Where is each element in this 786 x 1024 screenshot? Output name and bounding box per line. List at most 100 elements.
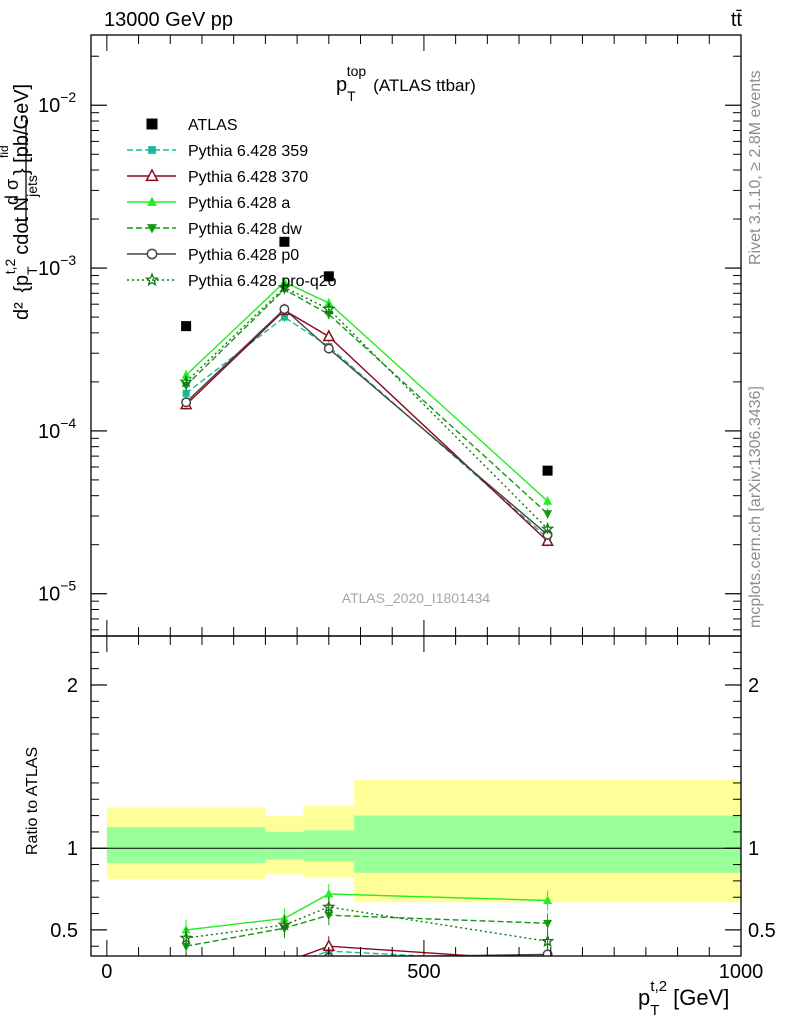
header-left: 13000 GeV pp [104,9,233,31]
ratio-point-pythia-6-428-370 [284,955,285,956]
main-y-tick-exp: −2 [60,89,76,105]
ratio-bands [91,779,741,903]
mcplots-label: mcplots.cern.ch [arXiv:1306.3436] [747,386,764,628]
legend-marker-pythia-6-428-370 [145,168,159,182]
ratio-line-pythia-6-428-359 [311,950,437,956]
legend-label-pythia-6-428-pro-q2o: Pythia 6.428 pro-q2o [188,273,337,290]
main-point-pythia-6-428-pro-q2o [277,280,292,294]
ratio-point-pythia-6-428-p0 [182,958,191,967]
legend-marker-pythia-6-428-pro-q2o [144,272,160,287]
xlabel-p: p [638,985,650,1010]
main-y-tick-label: 10−2 [38,89,76,117]
ratio-point-pythia-6-428-359 [544,959,551,966]
title-rest: (ATLAS ttbar) [373,76,476,95]
main-point-pythia-6-428-p0 [323,343,334,354]
main-point-pythia-6-428-p0 [279,304,290,315]
title-sup: top [347,63,367,79]
legend-label-pythia-6-428-p0: Pythia 6.428 p0 [188,247,299,264]
main-point-pythia-6-428-pro-q2o [179,374,193,388]
ratio-point-pythia-6-428-pro-q2o [540,934,555,948]
ratio-point-pythia-6-428-a [543,895,553,904]
legend: ATLAS Pythia 6.428 359 Pythia 6.428 370 Pyt… [127,117,337,290]
ratio-point-pythia-6-428-a [324,888,334,898]
main-point-atlas [181,321,192,332]
main-point-pythia-6-428-a [543,496,553,505]
main-y-tick-label: 10−3 [38,252,76,280]
main-line-pythia-6-428-a [185,281,549,502]
ylabel-open: {p [11,275,33,293]
main-point-pythia-6-428-a [181,370,191,379]
analysis-watermark: ATLAS_2020_I1801434 [342,590,491,606]
ylabel-d: d² [11,302,33,320]
main-y-tick-base: 10 [38,258,60,280]
ratio-point-pythia-6-428-359 [281,962,288,969]
legend-marker-pythia-6-428-dw [147,224,157,234]
main-point-atlas [542,465,553,476]
main-line-pythia-6-428-p0 [185,308,549,536]
ratio-point-pythia-6-428-370 [546,953,549,956]
ratio-point-pythia-6-428-pro-q2o [179,930,193,944]
main-line-pythia-6-428-370 [185,309,549,542]
plot-title: pTtop (ATLAS ttbar) [336,63,476,104]
legend-label-pythia-6-428-dw: Pythia 6.428 dw [188,221,302,238]
main-point-pythia-6-428-pro-q2o [322,301,336,315]
ylabel-sup: t,2 [2,258,18,274]
legend-label-pythia-6-428-a: Pythia 6.428 a [188,195,290,212]
ratio-band-green [354,815,741,873]
ratio-y-tick-label-right: 2 [748,675,759,697]
main-series-group [179,236,555,547]
ratio-band-green [265,831,304,860]
ratio-y-tick-label: 0.5 [50,920,78,942]
main-line-pythia-6-428-pro-q2o [185,286,549,530]
main-point-pythia-6-428-p0 [181,397,192,408]
main-point-atlas [279,236,290,247]
x-tick-label: 1000 [719,961,764,983]
ratio-y-tick-label: 2 [67,675,78,697]
ratio-y-tick-label-right: 1 [748,838,759,860]
legend-marker-pythia-6-428-359 [148,146,156,154]
svg-text:d² {pTt,2cdot Njets} [pb: d² {pTt,2 cdot Njets} [pb/GeV] [2,84,40,320]
main-point-pythia-6-428-dw [543,510,553,519]
ratio-axis-ticks: 0.5 0.5 1 1 2 2 0 500 1000 [50,636,776,983]
x-tick-label: 500 [407,961,440,983]
main-axis-ticks: 10−510−410−310−2 [38,35,742,636]
ylabel-top: d σ [2,179,22,205]
main-y-tick-exp: −4 [60,415,76,431]
xlabel-sub: T [650,1002,659,1019]
ratio-point-pythia-6-428-pro-q2o [322,899,336,913]
ratio-point-pythia-6-428-pro-q2o [277,917,292,931]
main-point-pythia-6-428-370 [322,329,336,342]
main-y-tick-label: 10−4 [38,415,76,443]
ratio-line-pythia-6-428-370 [300,945,486,956]
ylabel-close: } [pb/GeV] [11,84,33,175]
main-y-tick-base: 10 [38,95,60,117]
rivet-version-label: Rivet 3.1.10, ≥ 2.8M events [747,70,764,265]
x-axis-label: pTt,2 [GeV] [638,978,729,1019]
legend-label-atlas: ATLAS [188,117,238,134]
xlabel-unit: [GeV] [673,985,729,1010]
legend-label-pythia-6-428-359: Pythia 6.428 359 [188,143,308,160]
legend-marker-pythia-6-428-p0 [146,248,158,260]
legend-label-pythia-6-428-370: Pythia 6.428 370 [188,169,308,186]
ratio-point-pythia-6-428-p0 [283,955,286,956]
ratio-y-tick-label-right: 0.5 [748,920,776,942]
main-y-tick-label: 10−5 [38,578,76,606]
ratio-line-pythia-6-428-dw [185,914,548,947]
title-sub: T [347,88,356,104]
legend-marker-pythia-6-428-a [147,196,157,206]
ratio-band-green [303,830,355,862]
ratio-band-green [106,827,266,863]
ylabel-sub: T [24,266,40,275]
main-y-tick-base: 10 [38,584,60,606]
main-point-atlas [323,271,334,282]
ratio-point-pythia-6-428-359 [183,961,190,968]
ylabel-fid: fid [0,145,11,158]
main-line-pythia-6-428-dw [185,288,549,515]
header-right: tt̄ [731,9,743,31]
ratio-series-group [179,883,555,969]
main-y-tick-base: 10 [38,421,60,443]
main-point-pythia-6-428-370 [541,534,554,547]
main-point-pythia-6-428-pro-q2o [540,521,555,535]
legend-marker-atlas [146,118,158,130]
